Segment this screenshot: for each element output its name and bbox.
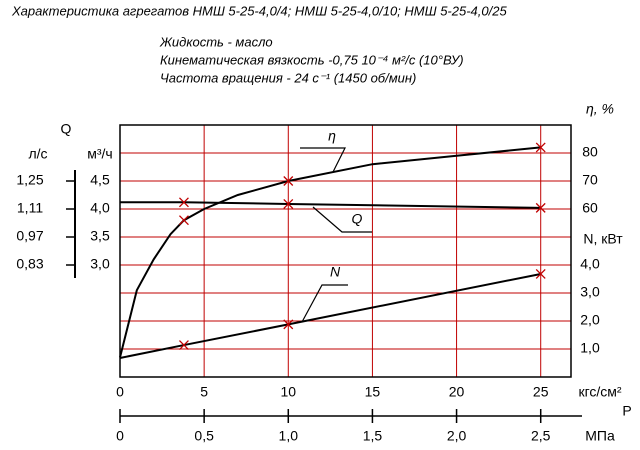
x-tick-label: 15 xyxy=(365,384,381,400)
x2-tick-label: 0 xyxy=(116,428,124,444)
x-tick-label: 10 xyxy=(280,384,296,400)
series-label: N xyxy=(330,264,341,280)
y-tick-label: 3,0 xyxy=(90,256,110,272)
y-tick-label: 1,11 xyxy=(17,200,43,216)
y-tick-label: 80 xyxy=(582,144,598,160)
marker xyxy=(535,202,546,213)
subtitle: Кинематическая вязкость -0,75 10⁻⁴ м²/с … xyxy=(160,52,464,67)
x2-tick-label: 2,5 xyxy=(531,428,551,444)
x-tick-label: 5 xyxy=(200,384,208,400)
marker xyxy=(178,197,189,208)
marker xyxy=(178,340,189,351)
y2-axis-label: η, % xyxy=(586,101,614,117)
y-tick-label: 4,0 xyxy=(580,256,600,272)
x2-tick-label: 2,0 xyxy=(447,428,467,444)
y-tick-label: 2,0 xyxy=(580,312,600,328)
y-tick-label: 70 xyxy=(582,172,598,188)
series-line xyxy=(119,272,541,359)
series-label: Q xyxy=(352,211,363,227)
series-line xyxy=(120,201,541,209)
x2-tick-label: 0,5 xyxy=(194,428,214,444)
leader-line xyxy=(300,147,346,173)
y-tick-label: 0,97 xyxy=(16,228,43,244)
y-tick-label: 60 xyxy=(582,200,598,216)
x-tick-label: 25 xyxy=(533,384,549,400)
y-tick-label: 3,0 xyxy=(580,284,600,300)
x-tick-label: 20 xyxy=(449,384,465,400)
x-axis-symbol: P xyxy=(622,403,631,419)
y-axis-unit: л/с xyxy=(28,146,47,162)
series-line xyxy=(119,146,541,358)
chart-title: Характеристика агрегатов НМШ 5-25-4,0/4;… xyxy=(11,3,507,18)
leader-line xyxy=(301,284,348,323)
y3-axis-label: N, кВт xyxy=(583,231,623,247)
x-axis-label: кгс/см² xyxy=(578,384,621,400)
y-tick-label: 4,5 xyxy=(90,172,110,188)
y-axis-label: Q xyxy=(61,121,72,137)
marker xyxy=(178,215,189,226)
x2-axis-label: МПа xyxy=(585,428,615,444)
y-tick-label: 4,0 xyxy=(90,200,110,216)
leader-line xyxy=(312,206,372,233)
y-tick-label: 3,5 xyxy=(90,228,110,244)
subtitle: Жидкость - масло xyxy=(159,34,273,49)
marker xyxy=(535,269,546,279)
plot-frame xyxy=(119,124,572,378)
subtitle: Частота вращения - 24 с⁻¹ (1450 об/мин) xyxy=(160,70,416,85)
marker xyxy=(283,319,294,330)
y-tick-label: 0,83 xyxy=(16,256,43,272)
marker xyxy=(283,176,294,186)
x2-tick-label: 1,0 xyxy=(279,428,299,444)
marker xyxy=(535,142,546,153)
y-tick-label: 1,0 xyxy=(580,340,600,356)
y-tick-label: 1,25 xyxy=(16,172,43,188)
y-axis-unit: м³/ч xyxy=(87,146,112,162)
marker xyxy=(283,199,294,209)
x2-tick-label: 1,5 xyxy=(363,428,383,444)
x-tick-label: 0 xyxy=(116,384,124,400)
series-label: η xyxy=(328,128,336,144)
